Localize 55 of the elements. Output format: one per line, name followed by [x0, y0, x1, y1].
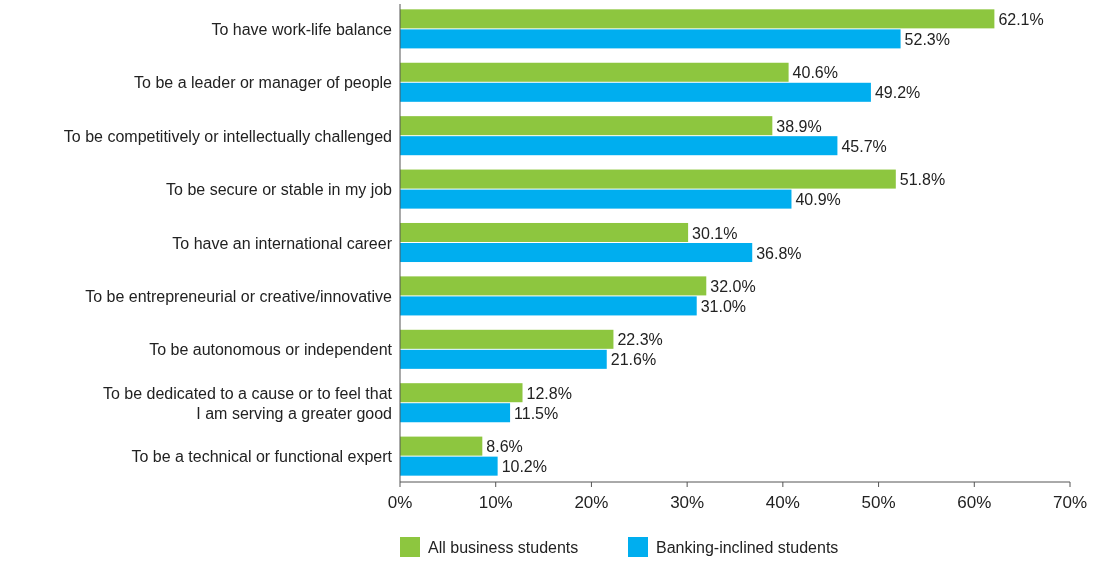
- data-label: 51.8%: [899, 171, 946, 189]
- data-label: 32.0%: [710, 277, 756, 295]
- data-label: 52.3%: [904, 30, 950, 48]
- bar: [400, 62, 789, 82]
- bar: [400, 136, 838, 156]
- data-label: 49.2%: [874, 84, 921, 102]
- y-tick-label: To be secure or stable in my job: [166, 181, 393, 199]
- bar: [400, 222, 689, 242]
- y-tick-label: To be a leader or manager of people: [134, 74, 393, 92]
- bar: [400, 9, 995, 29]
- y-tick-label: To be entrepreneurial or creative/innovative: [85, 288, 393, 306]
- x-tick-label: 40%: [765, 493, 800, 512]
- data-label: 22.3%: [617, 331, 663, 349]
- bar: [400, 403, 511, 423]
- y-tick-label: To be a technical or functional expert: [131, 448, 393, 466]
- y-tick-label: To be dedicated to a cause or to feel that I am serving a greater good: [102, 384, 393, 422]
- bar: [400, 383, 523, 403]
- bar: [400, 456, 498, 476]
- bar: [400, 349, 607, 369]
- x-tick-label: 0%: [387, 493, 413, 512]
- bar: [400, 82, 871, 102]
- data-label: 36.8%: [756, 244, 802, 262]
- data-label: 45.7%: [841, 137, 887, 155]
- x-tick-label: 70%: [1052, 493, 1088, 512]
- y-tick-label: To have an international career: [172, 234, 393, 252]
- legend-label: All business students: [428, 538, 579, 556]
- y-tick-label: To be competitively or intellectually challenged: [63, 127, 392, 145]
- x-tick-label: 50%: [861, 493, 896, 512]
- bar: [400, 276, 707, 296]
- bar: [400, 329, 614, 349]
- data-label: 40.9%: [795, 191, 841, 209]
- data-label: 62.1%: [998, 10, 1044, 28]
- data-label: 40.6%: [792, 64, 838, 82]
- bar: [400, 436, 483, 456]
- bar: [400, 189, 792, 209]
- bar: [400, 29, 901, 49]
- data-label: 8.6%: [486, 438, 523, 456]
- bar: [400, 296, 697, 316]
- legend-label: Banking-inclined students: [656, 538, 839, 556]
- x-tick-label: 10%: [478, 493, 513, 512]
- y-tick-label: To be autonomous or independent: [149, 341, 393, 359]
- data-label: 21.6%: [610, 351, 657, 369]
- data-label: 10.2%: [501, 458, 547, 476]
- x-tick-label: 30%: [670, 493, 705, 512]
- data-label: 11.5%: [514, 404, 559, 422]
- y-tick-label: To have work-life balance: [211, 20, 393, 38]
- x-tick-label: 20%: [574, 493, 609, 512]
- data-label: 30.1%: [692, 224, 738, 242]
- data-label: 12.8%: [526, 384, 572, 402]
- bar: [400, 243, 753, 263]
- bar: [400, 116, 773, 136]
- x-tick-label: 60%: [957, 493, 992, 512]
- bar: [400, 169, 896, 189]
- data-label: 38.9%: [776, 117, 822, 135]
- data-label: 31.0%: [700, 298, 747, 316]
